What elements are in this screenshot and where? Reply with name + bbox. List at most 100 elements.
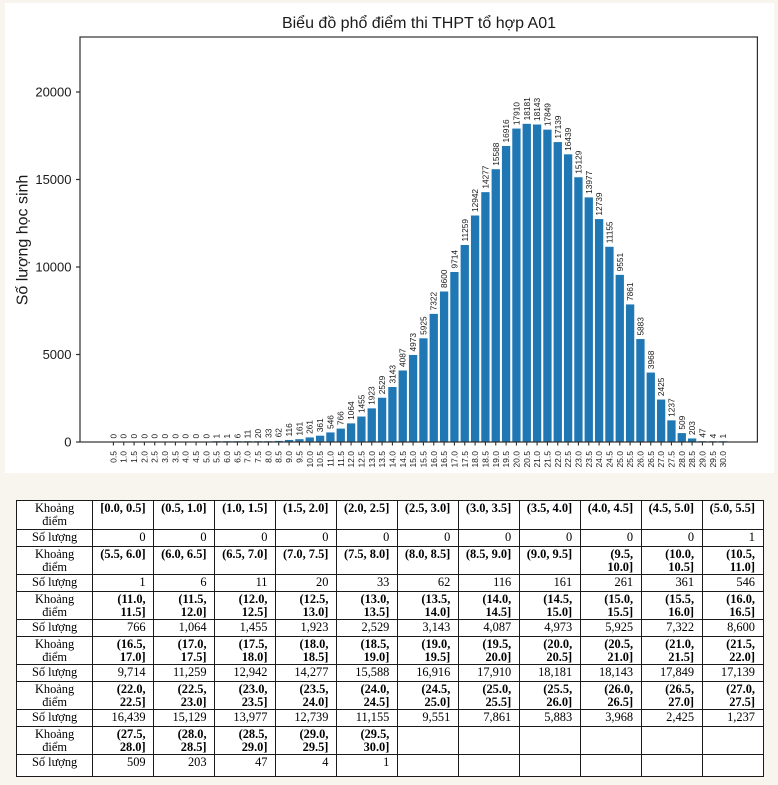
svg-text:12.0: 12.0 [346, 451, 356, 468]
svg-text:7322: 7322 [429, 292, 439, 311]
svg-text:12.5: 12.5 [356, 451, 366, 468]
svg-text:1: 1 [222, 433, 232, 438]
svg-text:16916: 16916 [501, 119, 511, 142]
svg-text:7861: 7861 [625, 282, 635, 301]
svg-text:14.0: 14.0 [387, 451, 397, 468]
svg-text:24.0: 24.0 [594, 451, 604, 468]
svg-text:24.5: 24.5 [604, 451, 614, 468]
svg-text:1455: 1455 [356, 394, 366, 413]
svg-text:22.0: 22.0 [553, 451, 563, 468]
svg-text:5000: 5000 [43, 347, 72, 362]
svg-text:1: 1 [212, 433, 222, 438]
svg-text:361: 361 [315, 418, 325, 432]
svg-text:15000: 15000 [35, 172, 71, 187]
svg-text:Số lượng học sinh: Số lượng học sinh [15, 175, 32, 306]
svg-text:15.5: 15.5 [418, 451, 428, 468]
svg-text:0.5: 0.5 [108, 451, 118, 463]
svg-text:17.0: 17.0 [449, 451, 459, 468]
svg-text:23.5: 23.5 [584, 451, 594, 468]
svg-text:8.0: 8.0 [263, 451, 273, 463]
svg-text:26.0: 26.0 [635, 451, 645, 468]
svg-text:2.5: 2.5 [150, 451, 160, 463]
svg-text:0: 0 [64, 435, 71, 450]
svg-text:28.5: 28.5 [687, 451, 697, 468]
svg-text:4087: 4087 [398, 348, 408, 367]
svg-text:10.0: 10.0 [305, 451, 315, 468]
svg-text:203: 203 [687, 421, 697, 435]
svg-text:546: 546 [325, 415, 335, 429]
svg-text:0: 0 [119, 434, 129, 439]
svg-text:4: 4 [708, 433, 718, 438]
svg-text:13.0: 13.0 [367, 451, 377, 468]
svg-text:2.0: 2.0 [139, 451, 149, 463]
svg-text:47: 47 [697, 428, 707, 438]
svg-text:5.0: 5.0 [201, 451, 211, 463]
svg-text:29.5: 29.5 [708, 451, 718, 468]
svg-text:26.5: 26.5 [646, 451, 656, 468]
svg-text:Biểu đồ phổ điểm thi THPT tổ h: Biểu đồ phổ điểm thi THPT tổ hợp A01 [282, 14, 556, 32]
svg-text:1: 1 [718, 433, 728, 438]
svg-text:11: 11 [243, 429, 253, 438]
svg-text:0: 0 [150, 434, 160, 439]
svg-text:25.5: 25.5 [625, 451, 635, 468]
svg-text:4.0: 4.0 [181, 451, 191, 463]
svg-text:9551: 9551 [615, 253, 625, 272]
svg-text:1923: 1923 [367, 386, 377, 405]
svg-text:15129: 15129 [573, 150, 583, 173]
svg-text:1.5: 1.5 [129, 451, 139, 463]
svg-text:0: 0 [129, 434, 139, 439]
svg-text:8.5: 8.5 [274, 451, 284, 463]
svg-text:27.5: 27.5 [666, 451, 676, 468]
svg-text:5.5: 5.5 [212, 451, 222, 463]
svg-text:23.0: 23.0 [573, 451, 583, 468]
svg-text:0: 0 [170, 434, 180, 439]
svg-text:30.0: 30.0 [718, 451, 728, 468]
svg-text:116: 116 [284, 423, 294, 437]
svg-text:6: 6 [232, 433, 242, 438]
svg-text:3.5: 3.5 [170, 451, 180, 463]
svg-text:10000: 10000 [35, 260, 71, 275]
svg-text:2425: 2425 [656, 377, 666, 396]
svg-text:1064: 1064 [346, 401, 356, 420]
svg-text:28.0: 28.0 [677, 451, 687, 468]
svg-text:2529: 2529 [377, 375, 387, 394]
svg-text:1.0: 1.0 [119, 451, 129, 463]
svg-text:11155: 11155 [604, 221, 614, 243]
svg-text:17.5: 17.5 [460, 451, 470, 468]
svg-text:10.5: 10.5 [315, 451, 325, 468]
svg-text:6.5: 6.5 [232, 451, 242, 463]
svg-text:8600: 8600 [439, 269, 449, 288]
svg-text:0: 0 [181, 434, 191, 439]
svg-text:12739: 12739 [594, 192, 604, 215]
svg-text:12942: 12942 [470, 189, 480, 212]
svg-text:766: 766 [336, 411, 346, 425]
svg-text:6.0: 6.0 [222, 451, 232, 463]
svg-text:0: 0 [191, 434, 201, 439]
svg-text:33: 33 [263, 428, 273, 438]
svg-text:3.0: 3.0 [160, 451, 170, 463]
svg-text:509: 509 [677, 415, 687, 429]
svg-text:25.0: 25.0 [615, 451, 625, 468]
svg-text:1237: 1237 [666, 398, 676, 417]
svg-text:7.5: 7.5 [253, 451, 263, 463]
svg-text:20.0: 20.0 [511, 451, 521, 468]
svg-text:16.5: 16.5 [439, 451, 449, 468]
svg-text:17910: 17910 [511, 102, 521, 125]
svg-text:261: 261 [305, 420, 315, 434]
svg-text:13977: 13977 [584, 170, 594, 193]
svg-text:7.0: 7.0 [243, 451, 253, 463]
svg-text:19.0: 19.0 [491, 451, 501, 468]
svg-text:9.0: 9.0 [284, 451, 294, 463]
svg-text:3143: 3143 [387, 365, 397, 384]
svg-text:18143: 18143 [532, 98, 542, 121]
svg-text:14277: 14277 [480, 165, 490, 188]
svg-text:9714: 9714 [449, 250, 459, 269]
svg-text:18.5: 18.5 [480, 451, 490, 468]
svg-text:21.0: 21.0 [532, 451, 542, 468]
svg-text:20: 20 [253, 429, 263, 439]
svg-text:4973: 4973 [408, 333, 418, 352]
svg-text:161: 161 [294, 421, 304, 435]
svg-text:20000: 20000 [35, 85, 71, 100]
svg-text:14.5: 14.5 [398, 451, 408, 468]
svg-text:16.0: 16.0 [429, 451, 439, 468]
